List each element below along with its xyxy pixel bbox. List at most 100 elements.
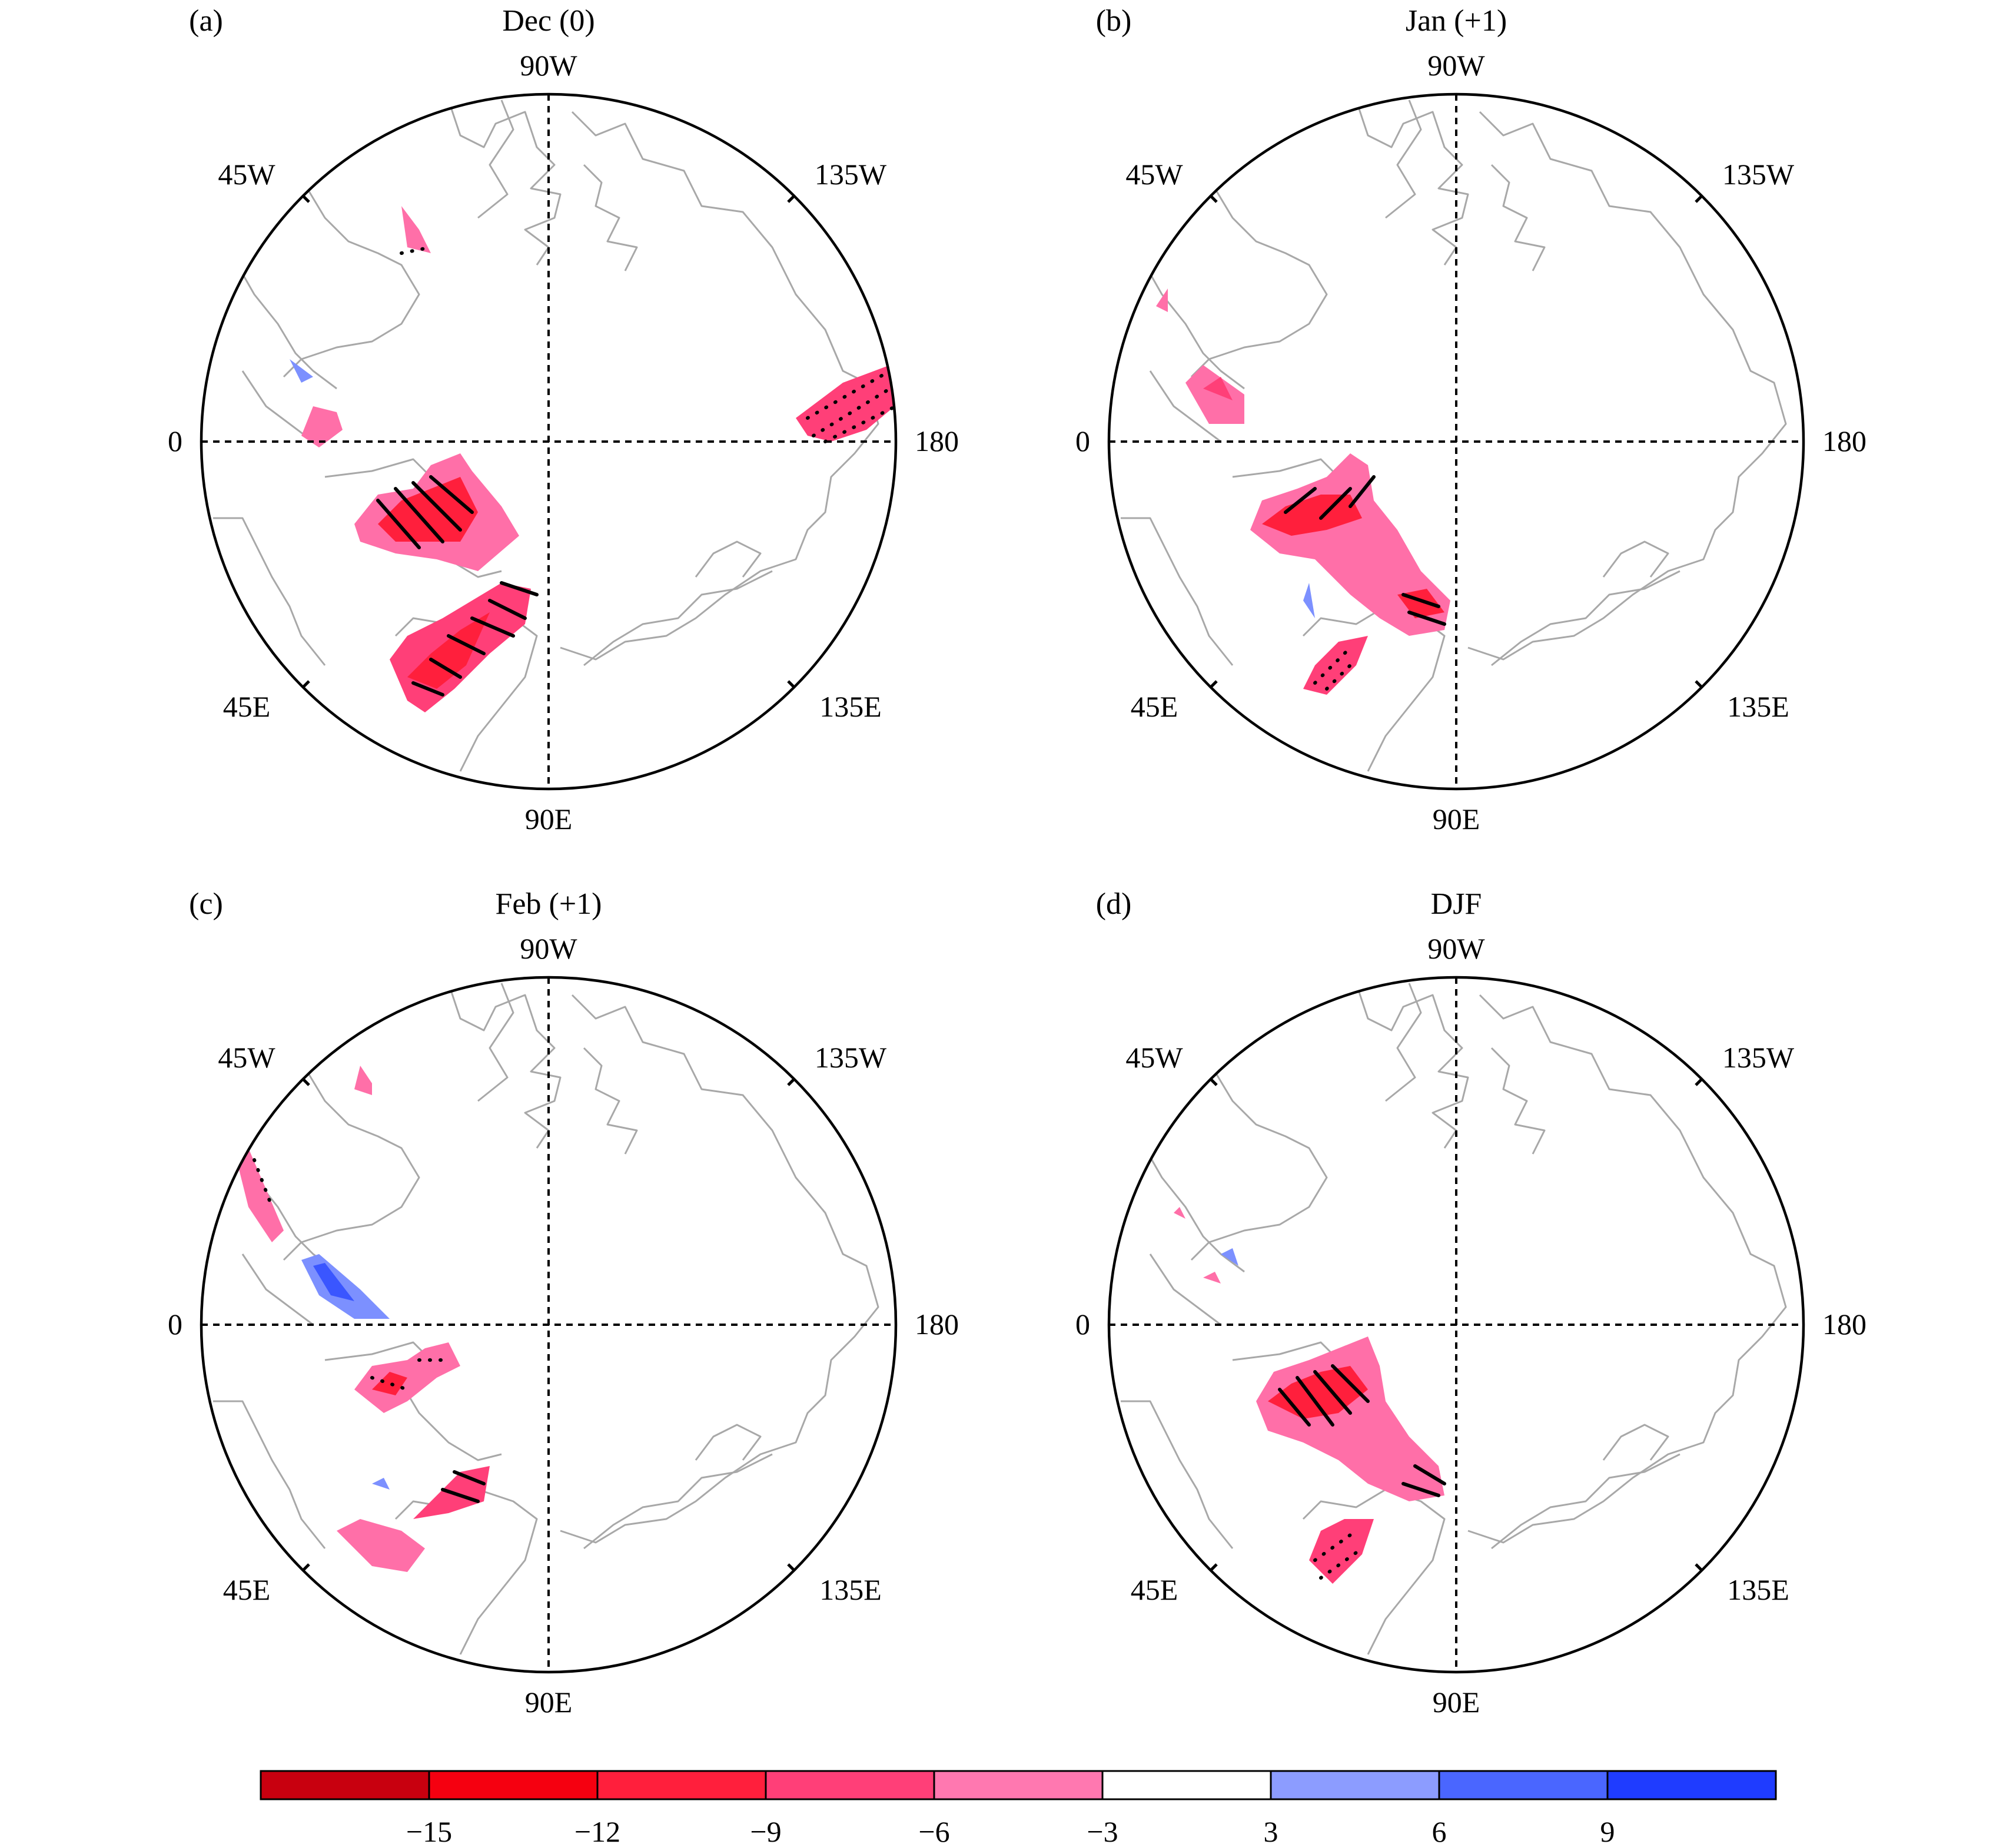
- significance-hatching: [376, 475, 539, 697]
- lon-label-bottom: 90E: [525, 1686, 573, 1719]
- tick-135e: [1695, 680, 1703, 688]
- colorbar-swatch: [260, 1770, 430, 1800]
- colorbar: −15 −12 −9 −6 −3 3 6 9: [260, 1770, 1777, 1844]
- lon-label-lower-left: 45E: [223, 690, 271, 723]
- tick-135w: [787, 1078, 795, 1086]
- panel-d-letter: (d): [1096, 887, 1132, 921]
- tick-135e: [787, 680, 795, 688]
- anomaly-region-negative: [1203, 1272, 1221, 1283]
- colorbar-swatch: [765, 1770, 935, 1800]
- tick-45w: [1210, 195, 1218, 203]
- lon-label-upper-left: 45W: [218, 158, 275, 191]
- anomaly-region-negative: [1309, 1519, 1374, 1584]
- significance-stippling: [1313, 1529, 1364, 1580]
- lon-label-right: 180: [1822, 1308, 1866, 1341]
- colorbar-swatch: [1438, 1770, 1609, 1800]
- colorbar-swatch: [1101, 1770, 1272, 1800]
- anomaly-region-positive-strong: [313, 1263, 354, 1301]
- anomaly-region-strong: [372, 1372, 407, 1395]
- coastlines: [212, 982, 879, 1656]
- lon-label-top: 90W: [1427, 932, 1485, 965]
- colorbar-tick-label: −12: [574, 1815, 620, 1844]
- lon-label-lower-right: 135E: [819, 690, 882, 723]
- anomaly-region-negative: [1156, 288, 1168, 312]
- lon-label-left: 0: [168, 424, 182, 457]
- tick-135e: [787, 1563, 795, 1571]
- lon-label-lower-right: 135E: [819, 1573, 882, 1606]
- lon-label-left: 0: [1075, 1308, 1090, 1341]
- polar-map: [1120, 982, 1787, 1656]
- lon-label-right: 180: [1822, 424, 1866, 457]
- anomaly-region-negative: [301, 406, 343, 447]
- significance-hatching: [1284, 475, 1446, 626]
- lon-label-bottom: 90E: [1433, 802, 1480, 835]
- anomaly-region-strong: [407, 612, 490, 689]
- colorbar-swatch: [596, 1770, 767, 1800]
- lon-label-lower-left: 45E: [223, 1573, 271, 1606]
- panel-d-title: DJF: [1431, 887, 1482, 921]
- anomaly-region-negative: [337, 1519, 425, 1572]
- lon-label-bottom: 90E: [1433, 1686, 1480, 1719]
- tick-45w: [1210, 1078, 1218, 1086]
- panel-c-letter: (c): [189, 887, 223, 921]
- lon-label-top: 90W: [520, 932, 577, 965]
- anomaly-region-negative: [237, 1148, 284, 1242]
- lon-label-upper-right: 135W: [815, 1041, 887, 1074]
- anomaly-region-negative: [1256, 1336, 1444, 1501]
- lon-label-left: 0: [1075, 424, 1090, 457]
- coastlines: [1120, 99, 1787, 772]
- tick-135w: [1695, 195, 1703, 203]
- tick-45w: [302, 195, 310, 203]
- significance-hatching: [1278, 1364, 1446, 1497]
- lon-label-bottom: 90E: [525, 802, 573, 835]
- colorbar-swatch: [933, 1770, 1104, 1800]
- lon-label-upper-right: 135W: [815, 158, 887, 191]
- anomaly-region-negative: [354, 1066, 372, 1095]
- lon-label-upper-left: 45W: [1125, 1041, 1183, 1074]
- colorbar-swatch: [1606, 1770, 1777, 1800]
- anomaly-region-strong: [378, 477, 478, 542]
- lon-label-top: 90W: [1427, 49, 1485, 82]
- lon-label-lower-right: 135E: [1727, 690, 1789, 723]
- lon-label-lower-left: 45E: [1131, 1573, 1178, 1606]
- lon-label-lower-left: 45E: [1131, 690, 1178, 723]
- anomaly-region-positive: [372, 1478, 390, 1490]
- tick-45e: [302, 1563, 310, 1571]
- panel-a-letter: (a): [189, 4, 223, 38]
- anomaly-region-strong: [1262, 495, 1362, 536]
- anomaly-region-negative: [1185, 365, 1244, 424]
- anomaly-region-negative: [1174, 1207, 1185, 1219]
- colorbar-swatch: [428, 1770, 599, 1800]
- panel-a: (a) Dec (0) 90W 90E 0 180 45W 135: [168, 4, 959, 835]
- lon-label-upper-right: 135W: [1722, 1041, 1795, 1074]
- anomaly-region-positive: [301, 1254, 390, 1319]
- tick-135e: [1695, 1563, 1703, 1571]
- panel-c: (c) Feb (+1) 90W 90E 0 180 45W 135W: [168, 887, 959, 1719]
- lon-label-upper-right: 135W: [1722, 158, 1795, 191]
- lon-label-upper-left: 45W: [1125, 158, 1183, 191]
- anomaly-region-strong: [1203, 377, 1233, 400]
- coastlines: [1120, 982, 1787, 1656]
- significance-stippling: [1313, 646, 1358, 691]
- lon-label-lower-right: 135E: [1727, 1573, 1789, 1606]
- significance-stippling: [253, 1158, 444, 1391]
- lon-label-right: 180: [915, 1308, 959, 1341]
- anomaly-region-negative: [401, 206, 431, 253]
- significance-hatching: [441, 1470, 486, 1503]
- colorbar-tick-label: 9: [1600, 1815, 1615, 1844]
- colorbar-tick-label: −15: [406, 1815, 452, 1844]
- lon-label-upper-left: 45W: [218, 1041, 275, 1074]
- lon-label-left: 0: [168, 1308, 182, 1341]
- tick-45w: [302, 1078, 310, 1086]
- colorbar-tick-label: 6: [1432, 1815, 1447, 1844]
- colorbar-labels: −15 −12 −9 −6 −3 3 6 9: [406, 1815, 1615, 1844]
- panel-c-title: Feb (+1): [496, 887, 602, 921]
- tick-135w: [787, 195, 795, 203]
- colorbar-tick-label: −3: [1087, 1815, 1118, 1844]
- lon-label-right: 180: [915, 424, 959, 457]
- anomaly-region-negative: [1303, 636, 1368, 695]
- tick-45e: [1210, 1563, 1218, 1571]
- colorbar-swatch: [1270, 1770, 1440, 1800]
- colorbar-swatches: [260, 1770, 1777, 1800]
